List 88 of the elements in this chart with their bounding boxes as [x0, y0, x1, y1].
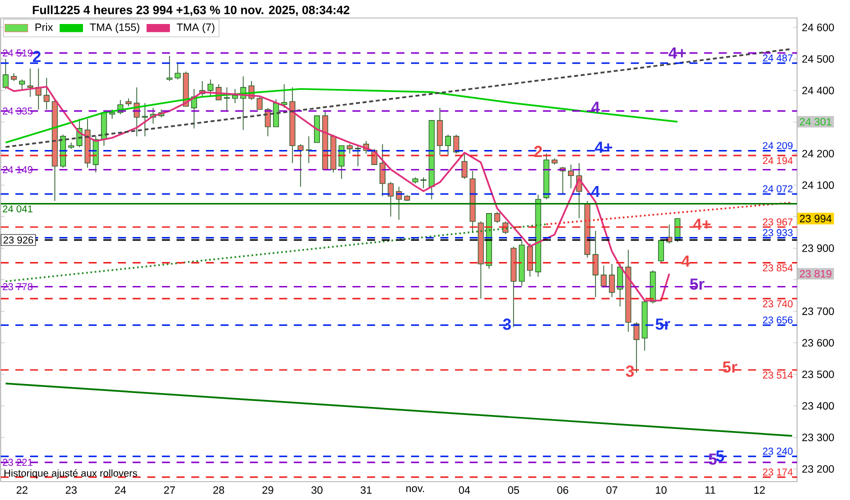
- ref-line-label: 23 514: [762, 372, 793, 379]
- ref-line-label: 23 740: [762, 300, 793, 308]
- x-tick-label: 12: [754, 486, 765, 494]
- y-tick-label: 23 700: [802, 308, 834, 316]
- y-tick-label: 23 400: [802, 402, 834, 410]
- candlestick: [273, 99, 279, 128]
- annotation: 4: [591, 186, 600, 198]
- candlestick: [461, 153, 468, 180]
- annotation: 5r: [690, 278, 704, 290]
- candlestick: [608, 264, 615, 298]
- candlestick: [494, 212, 500, 224]
- ref-line-label: 24 041: [2, 206, 32, 213]
- ref-line-label: 23 933: [762, 229, 793, 236]
- x-tick-label: 05: [508, 486, 520, 494]
- x-tick-label: 30: [311, 486, 322, 494]
- annotation: 4+: [668, 48, 686, 59]
- x-tick-label: 23: [66, 486, 77, 494]
- legend-label: TMA (7): [176, 23, 214, 34]
- x-tick-label: 10: [656, 486, 667, 494]
- annotation: 3: [502, 318, 511, 330]
- annotation: 4+: [594, 142, 612, 154]
- candlestick: [109, 109, 116, 120]
- x-tick-label: 28: [213, 486, 224, 494]
- annotation: 3: [626, 366, 634, 378]
- ref-line-label: 23 854: [762, 264, 793, 272]
- x-tick-label: 31: [360, 486, 372, 494]
- y-tick-label: 23 600: [802, 339, 834, 347]
- candlestick: [388, 182, 394, 218]
- annotation: 4: [681, 256, 690, 267]
- x-tick-label: 07: [606, 486, 618, 494]
- candlestick: [174, 64, 181, 80]
- annotation: 24 301: [800, 118, 832, 126]
- candlestick: [208, 79, 214, 98]
- x-tick-label: 04: [458, 486, 470, 494]
- legend-label: Prix: [36, 23, 53, 32]
- candlestick: [264, 108, 271, 137]
- ref-line-label: 23 967: [762, 218, 792, 226]
- x-tick-label: 11: [706, 486, 716, 494]
- y-tick-label: 24 600: [802, 24, 834, 32]
- annotation: 2: [32, 51, 41, 62]
- x-tick-label: 06: [557, 486, 568, 494]
- candlestick: [568, 164, 574, 189]
- annotation: 5: [708, 454, 717, 465]
- ref-line-label: 23 221: [2, 459, 32, 466]
- annotation: 5r: [656, 318, 670, 330]
- candlestick: [224, 87, 230, 112]
- y-tick-label: 24 400: [802, 86, 834, 95]
- candlestick: [44, 78, 50, 110]
- legend-label: TMA (155): [90, 23, 140, 34]
- annotation: 2: [534, 146, 542, 158]
- candlestick: [658, 240, 664, 264]
- y-tick-label: 24 100: [802, 182, 834, 190]
- annotation: 23 819: [800, 270, 832, 278]
- y-tick-label: 23 200: [802, 465, 834, 473]
- candlestick: [281, 84, 288, 108]
- ref-line-label: 23 926: [4, 236, 34, 244]
- x-tick-label: 27: [164, 486, 175, 494]
- candlestick: [166, 56, 172, 82]
- y-tick-label: 23 500: [802, 370, 834, 378]
- ref-line-label: 24 209: [762, 142, 793, 150]
- candlestick: [634, 322, 640, 374]
- y-tick-label: 24 500: [802, 55, 834, 63]
- y-tick-label: 24 200: [802, 150, 834, 158]
- candlestick: [298, 144, 304, 188]
- annotation: 23 994: [800, 215, 832, 223]
- candlestick: [445, 134, 452, 156]
- annotation: Historique ajusté aux rollovers: [4, 469, 138, 479]
- y-tick-label: 23 300: [802, 434, 834, 442]
- candlestick: [142, 102, 148, 137]
- ref-line-label: 24 487: [762, 54, 792, 62]
- x-tick-label: 22: [16, 486, 28, 494]
- candlestick: [380, 144, 386, 197]
- candlestick: [2, 58, 9, 90]
- y-tick-label: 23 900: [802, 244, 834, 252]
- ref-line-label: 23 656: [762, 316, 793, 324]
- annotation: 5r: [722, 362, 738, 373]
- candlestick: [256, 96, 263, 110]
- chart-title: Full1225 4 heures 23 994 +1,63 % 10 nov. 2025, 08:34:42: [32, 6, 350, 16]
- x-tick-label: nov.: [406, 486, 424, 492]
- x-tick-label: 24: [114, 486, 126, 494]
- ref-line-label: 23 240: [762, 448, 793, 455]
- annotation: 4: [591, 102, 600, 113]
- candlestick: [592, 230, 598, 298]
- ref-line-label: 23 174: [762, 468, 793, 476]
- candlestick: [527, 243, 533, 278]
- ref-line-label: 24 072: [762, 186, 792, 193]
- ref-line-label: 24 194: [762, 157, 793, 164]
- x-tick-label: 29: [262, 486, 274, 494]
